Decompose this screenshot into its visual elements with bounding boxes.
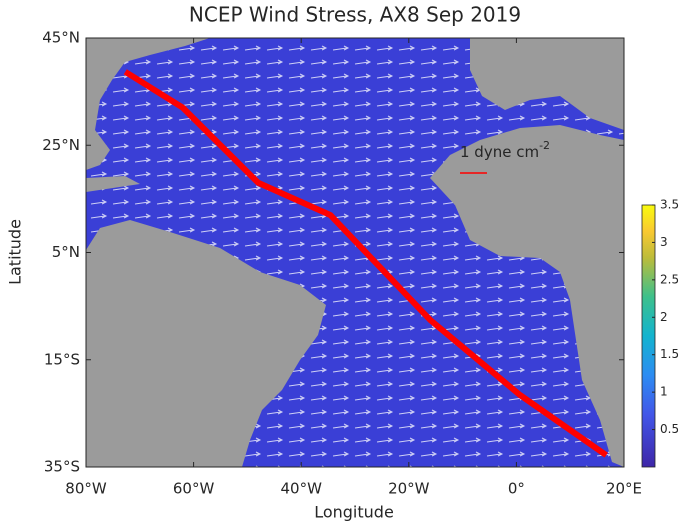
y-tick-label: 25°N bbox=[42, 136, 80, 154]
y-tick-label: 45°N bbox=[42, 29, 80, 47]
x-tick-label: 80°W bbox=[65, 480, 107, 498]
colorbar-tick-label: 3.5 bbox=[660, 198, 679, 212]
annotation-text: 1 dyne cm bbox=[460, 143, 539, 161]
chart-title: NCEP Wind Stress, AX8 Sep 2019 bbox=[189, 3, 521, 27]
x-axis-label: Longitude bbox=[314, 503, 394, 522]
colorbar-tick-label: 2 bbox=[660, 310, 668, 324]
annotation-superscript: -2 bbox=[539, 139, 550, 152]
colorbar-tick-label: 1.5 bbox=[660, 347, 679, 361]
map-area bbox=[86, 38, 624, 467]
colorbar bbox=[641, 204, 656, 468]
y-axis-label: Latitude bbox=[6, 219, 25, 285]
land bbox=[86, 38, 624, 467]
y-tick-label: 5°N bbox=[52, 243, 80, 261]
x-tick-label: 60°W bbox=[173, 480, 215, 498]
x-tick-label: 40°W bbox=[280, 480, 322, 498]
x-tick-label: 20°W bbox=[388, 480, 430, 498]
x-tick-label: 20°E bbox=[606, 480, 642, 498]
colorbar-tick-label: 2.5 bbox=[660, 272, 679, 286]
colorbar-tick-label: 0.5 bbox=[660, 422, 679, 436]
colorbar-tick-label: 3 bbox=[660, 235, 668, 249]
ship-track bbox=[123, 69, 608, 458]
x-tick-label: 0° bbox=[508, 480, 525, 498]
annotation: 1 dyne cm-2 bbox=[460, 139, 550, 161]
y-tick-label: 35°S bbox=[44, 458, 80, 476]
y-tick-label: 15°S bbox=[44, 350, 80, 368]
colorbar-tick-label: 1 bbox=[660, 385, 668, 399]
